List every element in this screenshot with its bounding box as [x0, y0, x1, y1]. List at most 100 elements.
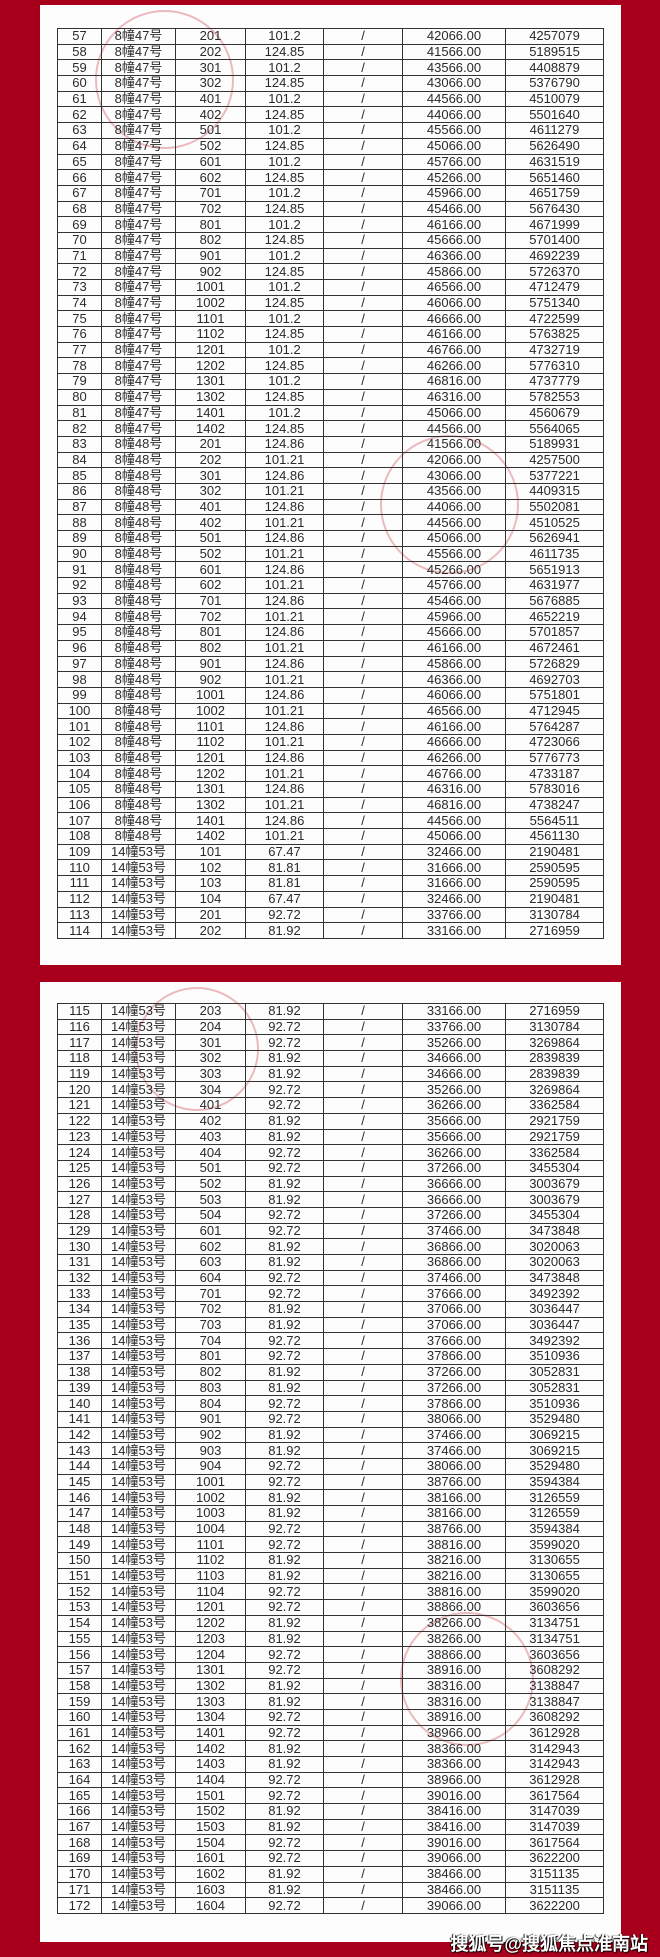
cell-total-price: 2839839 — [505, 1065, 604, 1083]
cell-unit-price: 37266.00 — [402, 1363, 506, 1381]
cell-row-number: 85 — [57, 467, 102, 484]
cell-slash: / — [323, 373, 403, 390]
cell-unit-price: 46066.00 — [402, 686, 506, 704]
cell-row-number: 114 — [57, 922, 102, 939]
table-row: 161 14幢53号 1401 92.72/38966.00 3612928 — [57, 1724, 604, 1742]
cell-row-number: 117 — [57, 1034, 102, 1052]
cell-building: 8幢47号 — [101, 153, 176, 171]
cell-row-number: 142 — [57, 1426, 102, 1444]
cell-unit: 1604 — [175, 1897, 246, 1914]
cell-row-number: 106 — [57, 796, 102, 814]
cell-unit-price: 45966.00 — [402, 608, 506, 626]
table-row: 142 14幢53号 902 81.92/37466.00 3069215 — [57, 1426, 604, 1444]
cell-total-price: 5676430 — [505, 200, 604, 218]
cell-unit: 1401 — [175, 1724, 246, 1742]
cell-total-price: 4560679 — [505, 404, 604, 422]
cell-row-number: 153 — [57, 1599, 102, 1616]
cell-unit-price: 38816.00 — [402, 1583, 506, 1601]
cell-row-number: 115 — [57, 1003, 102, 1020]
cell-total-price: 2590595 — [505, 875, 604, 892]
cell-area: 81.92 — [245, 1003, 324, 1020]
cell-unit: 1001 — [175, 686, 246, 704]
cell-slash: / — [323, 1128, 403, 1146]
cell-row-number: 165 — [57, 1787, 102, 1805]
cell-unit-price: 38066.00 — [402, 1410, 506, 1428]
cell-row-number: 100 — [57, 702, 102, 720]
cell-unit-price: 37866.00 — [402, 1348, 506, 1365]
cell-unit: 1102 — [175, 326, 246, 343]
cell-area: 92.72 — [245, 1724, 324, 1742]
table-row: 106 8幢48号 1302 101.21/46816.00 4738247 — [57, 796, 604, 814]
cell-unit: 1301 — [175, 781, 246, 798]
cell-area: 101.21 — [245, 671, 324, 688]
cell-slash: / — [323, 1850, 403, 1867]
cell-area: 124.86 — [245, 592, 324, 610]
cell-row-number: 134 — [57, 1301, 102, 1318]
cell-building: 8幢47号 — [101, 90, 176, 108]
cell-total-price: 5776310 — [505, 357, 604, 375]
cell-slash: / — [323, 1144, 403, 1161]
cell-unit-price: 46566.00 — [402, 279, 506, 296]
table-row: 95 8幢48号 801 124.86/45666.00 5701857 — [57, 624, 604, 641]
cell-area: 124.86 — [245, 561, 324, 579]
cell-row-number: 123 — [57, 1128, 102, 1146]
cell-total-price: 4723066 — [505, 733, 604, 751]
cell-unit: 901 — [175, 247, 246, 265]
cell-row-number: 157 — [57, 1661, 102, 1679]
table-row: 168 14幢53号 1504 92.72/39016.00 3617564 — [57, 1834, 604, 1852]
table-row: 103 8幢48号 1201 124.86/46266.00 5776773 — [57, 749, 604, 767]
cell-unit: 201 — [175, 435, 246, 453]
cell-unit-price: 39066.00 — [402, 1897, 506, 1914]
cell-area: 101.2 — [245, 310, 324, 328]
table-row: 115 14幢53号 203 81.92/33166.00 2716959 — [57, 1003, 604, 1020]
table-row: 154 14幢53号 1202 81.92/38266.00 3134751 — [57, 1614, 604, 1632]
cell-row-number: 169 — [57, 1850, 102, 1867]
cell-row-number: 149 — [57, 1536, 102, 1554]
cell-area: 101.21 — [245, 608, 324, 626]
cell-unit: 1204 — [175, 1646, 246, 1663]
cell-area: 101.2 — [245, 153, 324, 171]
cell-unit: 1003 — [175, 1505, 246, 1522]
cell-total-price: 5502081 — [505, 498, 604, 516]
cell-row-number: 108 — [57, 828, 102, 845]
cell-unit-price: 36666.00 — [402, 1175, 506, 1193]
cell-unit: 1101 — [175, 718, 246, 735]
cell-total-price: 3134751 — [505, 1630, 604, 1648]
cell-slash: / — [323, 796, 403, 814]
cell-total-price: 3036447 — [505, 1316, 604, 1334]
cell-area: 92.72 — [245, 1457, 324, 1475]
cell-unit-price: 46766.00 — [402, 341, 506, 359]
cell-area: 124.85 — [245, 420, 324, 437]
cell-total-price: 4561130 — [505, 828, 604, 845]
cell-slash: / — [323, 1630, 403, 1648]
cell-building: 8幢48号 — [101, 639, 176, 657]
cell-unit-price: 31666.00 — [402, 859, 506, 877]
cell-row-number: 68 — [57, 200, 102, 218]
cell-area: 81.92 — [245, 1803, 324, 1820]
cell-area: 92.72 — [245, 1520, 324, 1538]
cell-building: 14幢53号 — [101, 1756, 176, 1773]
cell-slash: / — [323, 1301, 403, 1318]
cell-building: 8幢47号 — [101, 404, 176, 422]
cell-unit: 801 — [175, 216, 246, 233]
cell-total-price: 2190481 — [505, 890, 604, 908]
cell-total-price: 2839839 — [505, 1050, 604, 1067]
cell-total-price: 3599020 — [505, 1583, 604, 1601]
cell-row-number: 60 — [57, 75, 102, 92]
table-row: 107 8幢48号 1401 124.86/44566.00 5564511 — [57, 812, 604, 830]
cell-total-price: 5676885 — [505, 592, 604, 610]
cell-row-number: 118 — [57, 1050, 102, 1067]
cell-area: 124.86 — [245, 718, 324, 735]
cell-area: 124.86 — [245, 749, 324, 767]
cell-row-number: 133 — [57, 1285, 102, 1303]
cell-slash: / — [323, 1756, 403, 1773]
cell-unit: 1504 — [175, 1834, 246, 1852]
cell-total-price: 5763825 — [505, 326, 604, 343]
cell-slash: / — [323, 1395, 403, 1412]
cell-area: 81.92 — [245, 1363, 324, 1381]
cell-row-number: 171 — [57, 1881, 102, 1899]
cell-area: 92.72 — [245, 1018, 324, 1036]
cell-unit-price: 38916.00 — [402, 1661, 506, 1679]
cell-unit: 401 — [175, 498, 246, 516]
cell-slash: / — [323, 106, 403, 124]
